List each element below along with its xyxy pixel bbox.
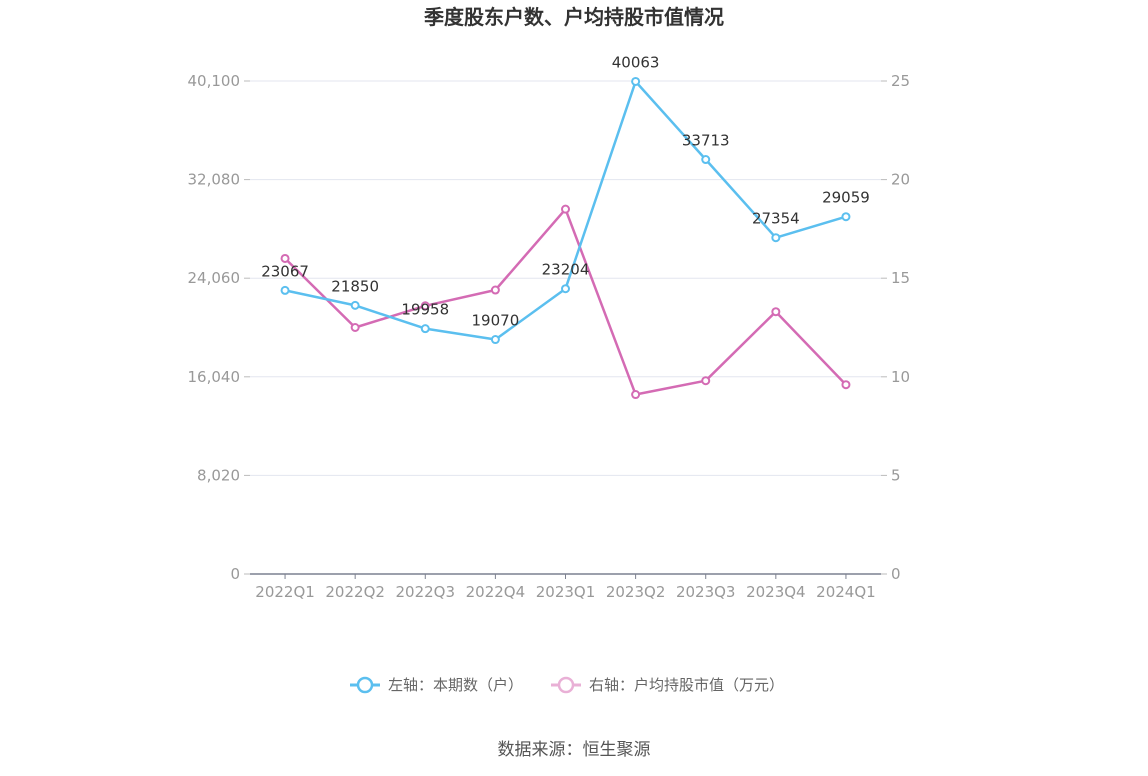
x-axis-tick-label: 2022Q2	[325, 583, 385, 601]
data-label: 19958	[401, 301, 449, 319]
data-point-left	[841, 212, 851, 222]
x-axis-tick-label: 2023Q2	[606, 583, 666, 601]
data-point-left	[350, 300, 360, 310]
left-axis-tick-label: 32,080	[188, 171, 241, 189]
x-axis-tick-label: 2022Q1	[255, 583, 315, 601]
data-point-right	[701, 376, 711, 386]
right-axis-tick-label: 10	[891, 368, 910, 386]
legend-item-left[interactable]: 左轴：本期数（户）	[350, 676, 523, 694]
data-point-left	[701, 155, 711, 165]
data-point-right	[631, 390, 641, 400]
data-point-right	[350, 323, 360, 332]
source-note: 数据来源：恒生聚源	[498, 740, 651, 760]
legend-left-marker	[356, 676, 374, 694]
left-axis-tick-label: 8,020	[197, 466, 240, 484]
data-point-right	[280, 253, 290, 263]
legend-left-label: 左轴：本期数（户）	[388, 676, 523, 694]
data-point-right	[490, 285, 500, 295]
series-layer	[280, 76, 851, 400]
right-axis-tick-label: 15	[891, 269, 910, 287]
label-layer: 23067 21850 19958 19070 23204 40063 33713 27354…	[261, 53, 870, 329]
data-label: 19070	[472, 312, 520, 330]
data-label: 23067	[261, 262, 309, 280]
data-label: 21850	[331, 277, 379, 295]
data-point-right	[771, 307, 781, 317]
data-label: 27354	[752, 210, 800, 228]
data-label: 29059	[822, 189, 870, 207]
x-axis-tick-label: 2023Q1	[536, 583, 596, 601]
axis-layer: 0 0 8,020 5 16,040 10 24,060 15 32,080 20 40,100 25…	[188, 72, 911, 601]
left-axis-tick-label: 16,040	[188, 368, 241, 386]
right-axis-tick-label: 5	[891, 466, 901, 484]
x-axis-tick-label: 2022Q3	[396, 583, 456, 601]
series-line-right	[284, 207, 847, 396]
chart-title: 季度股东户数、户均持股市值情况	[423, 5, 724, 29]
grid-layer	[250, 80, 881, 476]
data-point-left	[631, 76, 641, 86]
right-axis-tick-label: 20	[891, 171, 910, 189]
data-label: 33713	[682, 132, 730, 150]
left-axis-tick-label: 24,060	[188, 269, 241, 287]
data-point-right	[561, 204, 570, 214]
x-axis-tick-label: 2023Q4	[746, 583, 806, 601]
legend-item-right[interactable]: 右轴：户均持股市值（万元）	[551, 676, 784, 694]
right-axis-tick-label: 25	[891, 72, 910, 90]
data-point-left	[561, 284, 570, 294]
x-axis-tick-label: 2022Q4	[466, 583, 526, 601]
legend-right-label: 右轴：户均持股市值（万元）	[589, 676, 784, 694]
data-point-right	[841, 380, 851, 390]
left-axis-tick-label: 0	[230, 565, 240, 583]
x-axis-tick-label: 2024Q1	[816, 583, 876, 601]
data-point-left	[420, 324, 430, 334]
x-axis-tick-label: 2023Q3	[676, 583, 736, 601]
data-label: 40063	[612, 53, 660, 71]
data-point-right	[420, 301, 430, 311]
legend-right-marker	[557, 676, 575, 694]
data-point-left	[280, 285, 290, 295]
right-axis-tick-label: 0	[891, 565, 901, 583]
data-label: 23204	[542, 261, 590, 279]
legend: 左轴：本期数（户） 右轴：户均持股市值（万元）	[350, 676, 784, 694]
left-axis-tick-label: 40,100	[188, 72, 241, 90]
data-point-left	[490, 335, 500, 345]
data-point-left	[771, 233, 781, 243]
